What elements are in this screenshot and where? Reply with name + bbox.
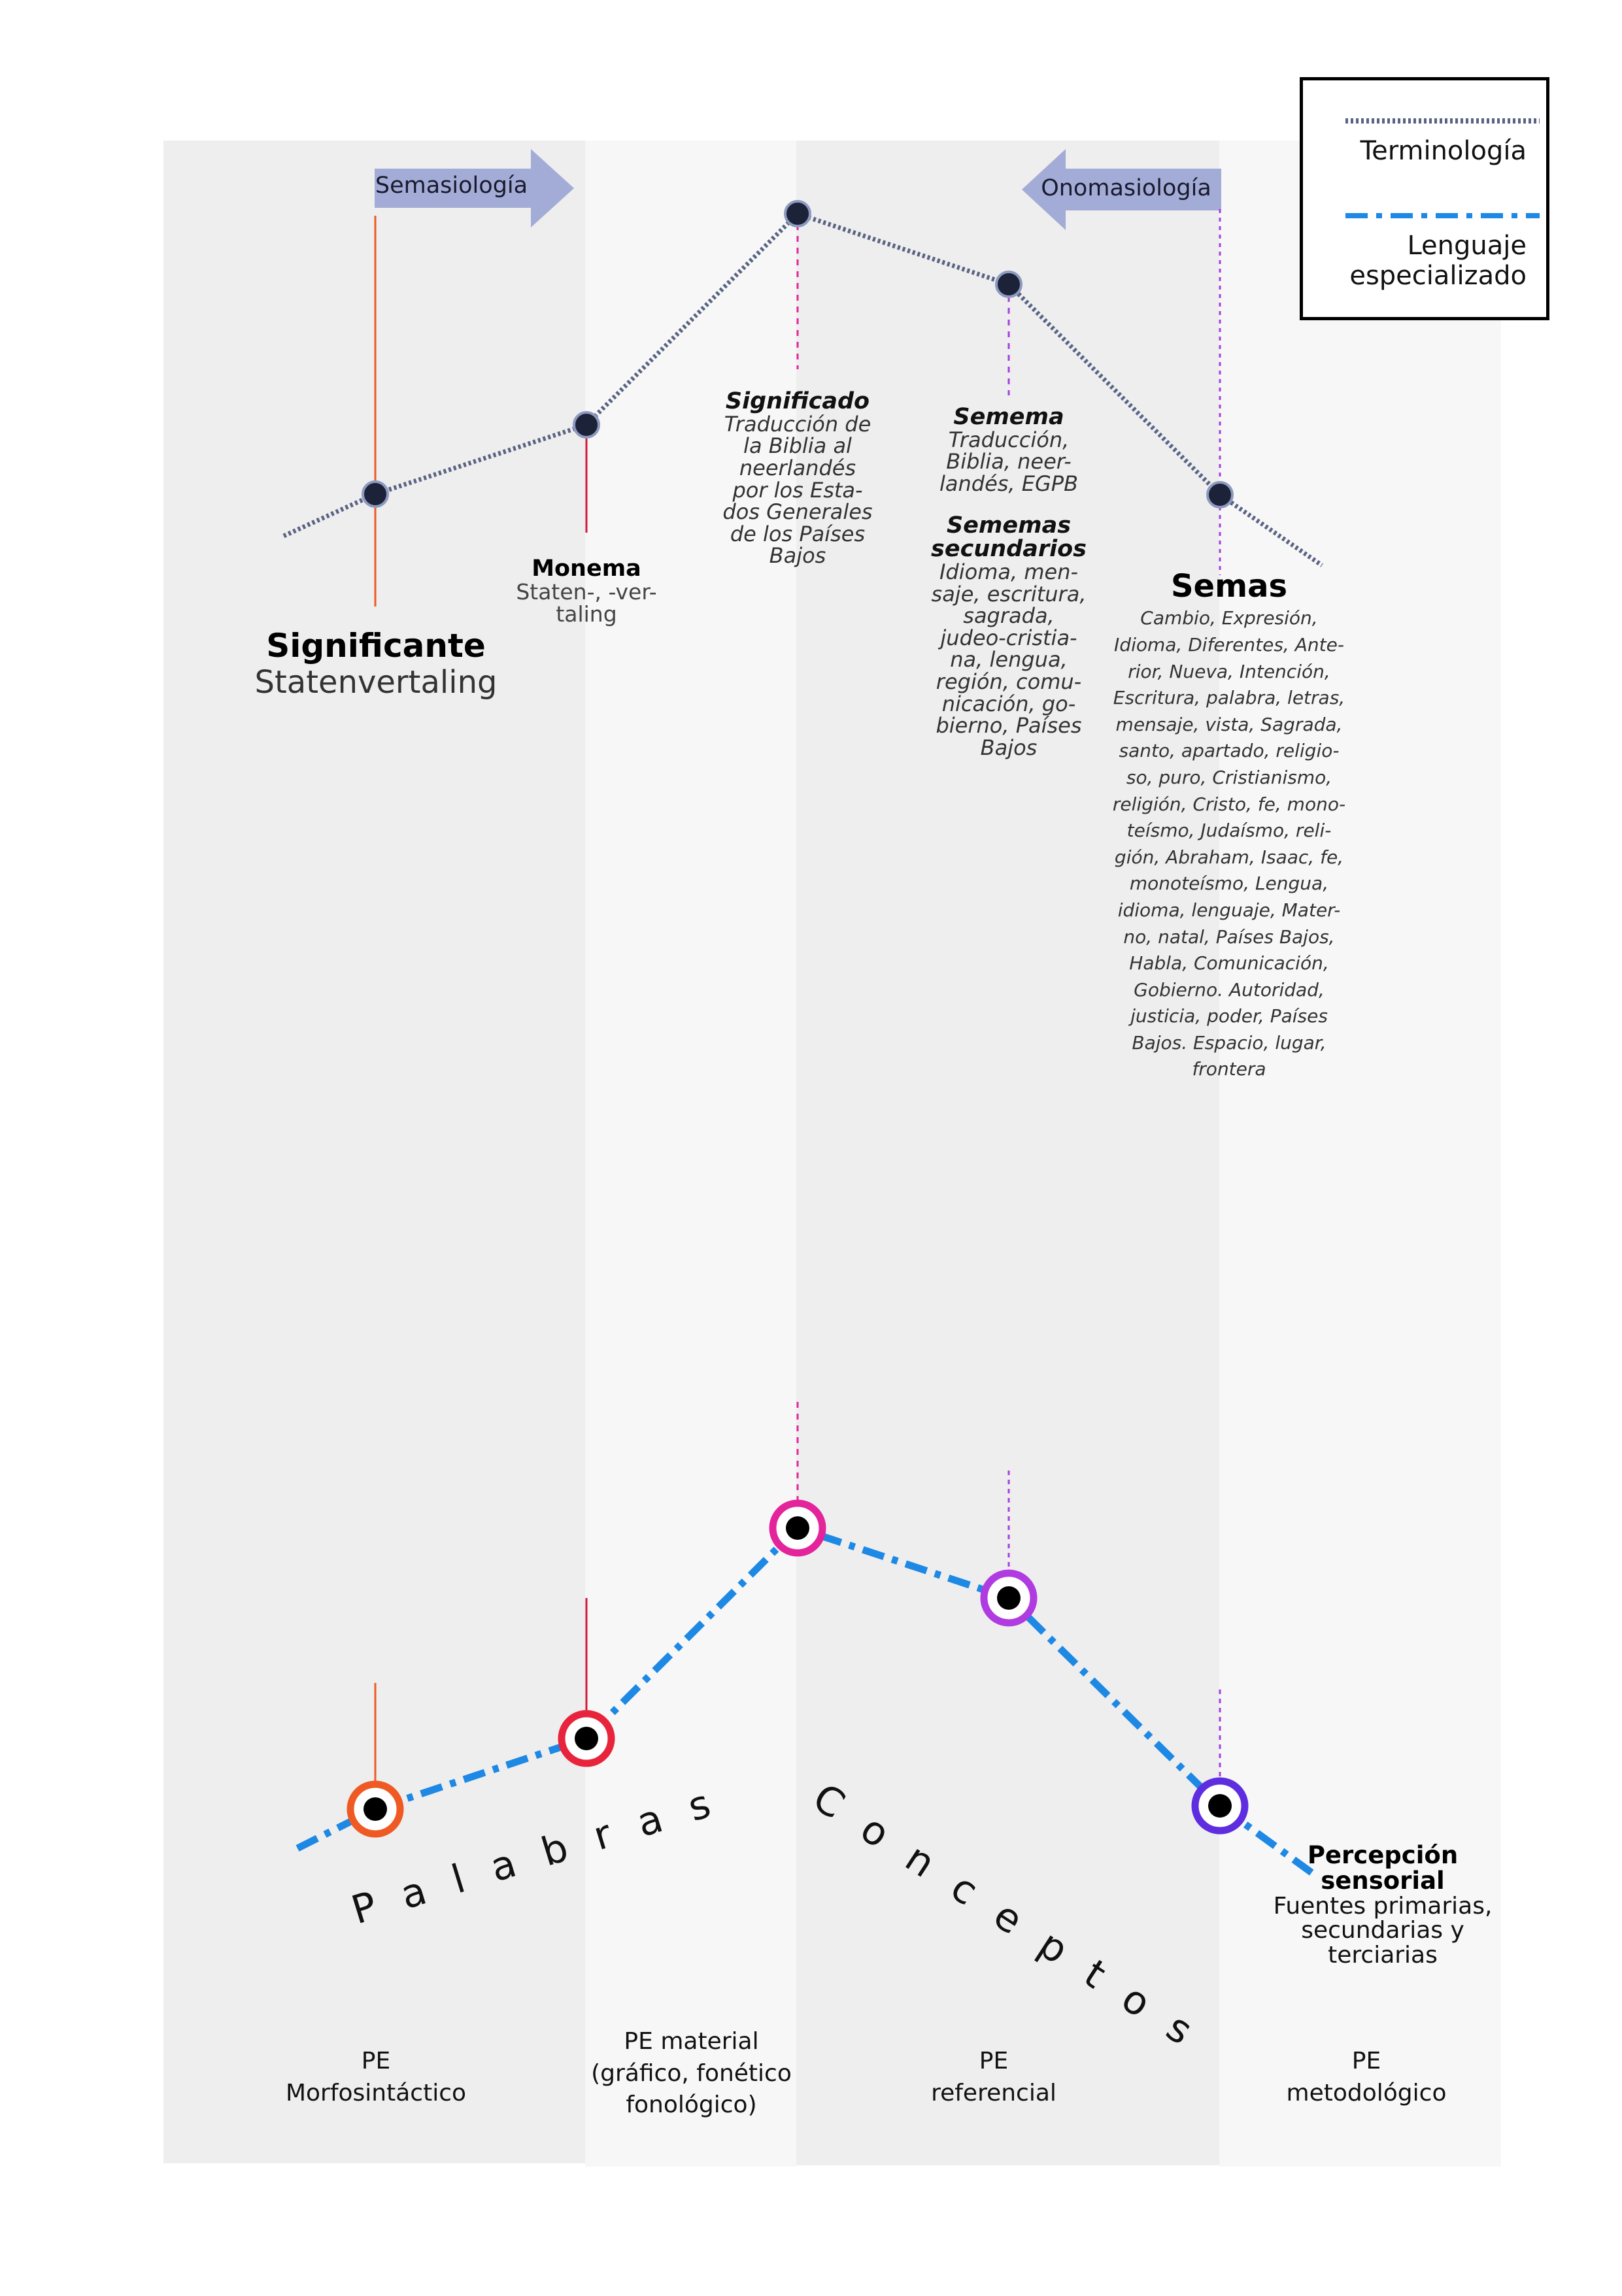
semasiology-arrow (375, 149, 574, 227)
node-semema (995, 271, 1022, 298)
significante-block: Significante Statenvertaling (248, 629, 503, 699)
sememas-secundarios-title: Sememas secundarios (931, 512, 1087, 563)
percepcion-text: Fuentes primarias, secundarias y terciar… (1273, 1892, 1493, 1969)
node-significado (784, 200, 811, 227)
legend-specialized-label: Lenguaje especializado (1349, 231, 1527, 291)
significado-title: Significado (725, 388, 870, 414)
monema-text: Staten-, -ver- taling (516, 578, 657, 627)
monema-block: Monema Staten-, -ver- taling (495, 557, 678, 626)
band-4 (1219, 141, 1501, 2167)
semasiology-label: Semasiología (375, 173, 528, 199)
dot-semas (1208, 1794, 1232, 1818)
semas-text: Cambio, Expresión, Idioma, Diferentes, A… (1112, 607, 1346, 1080)
dot-significado (786, 1516, 809, 1540)
column-label-2: PE material (gráfico, fonético fonológic… (591, 2028, 792, 2119)
percepcion-block: Percepción sensorial Fuentes primarias, … (1265, 1841, 1500, 1969)
onomasiology-label: Onomasiología (1041, 175, 1211, 201)
onomasiology-arrow (1022, 149, 1221, 230)
significante-text: Statenvertaling (254, 663, 498, 701)
band-3 (796, 141, 1219, 2165)
column-label-1: PE Morfosintáctico (285, 2048, 467, 2106)
legend-box: Terminología Lenguaje especializado (1300, 77, 1549, 320)
significado-block: Significado Traducción de la Biblia al n… (703, 390, 892, 567)
band-2 (585, 141, 796, 2167)
dot-monema (575, 1727, 598, 1750)
significado-text: Traducción de la Biblia al neerlandés po… (722, 411, 873, 569)
dot-significante (363, 1797, 387, 1821)
node-semas (1206, 481, 1234, 508)
sememas-secundarios-text: Idioma, men- saje, escritura, sagrada, j… (931, 559, 1087, 760)
semema-text: Traducción, Biblia, neer- landés, EGPB (939, 427, 1079, 496)
significante-title: Significante (266, 627, 486, 665)
semema-title: Semema (953, 404, 1064, 430)
percepcion-title: Percepción sensorial (1307, 1841, 1459, 1895)
dot-semema (997, 1586, 1021, 1610)
node-monema (573, 411, 600, 439)
monema-title: Monema (532, 556, 641, 582)
legend-swatches (1345, 118, 1540, 218)
column-label-4: PE metodológico (1286, 2048, 1447, 2106)
semas-block: Semas Cambio, Expresión, Idioma, Diferen… (1105, 570, 1353, 1083)
legend-terminology-label: Terminología (1360, 136, 1527, 166)
node-significante (362, 480, 389, 508)
column-label-3: PE referencial (931, 2048, 1056, 2106)
semema-block: Semema Traducción, Biblia, neer- landés,… (915, 405, 1102, 759)
semas-title: Semas (1170, 568, 1288, 605)
